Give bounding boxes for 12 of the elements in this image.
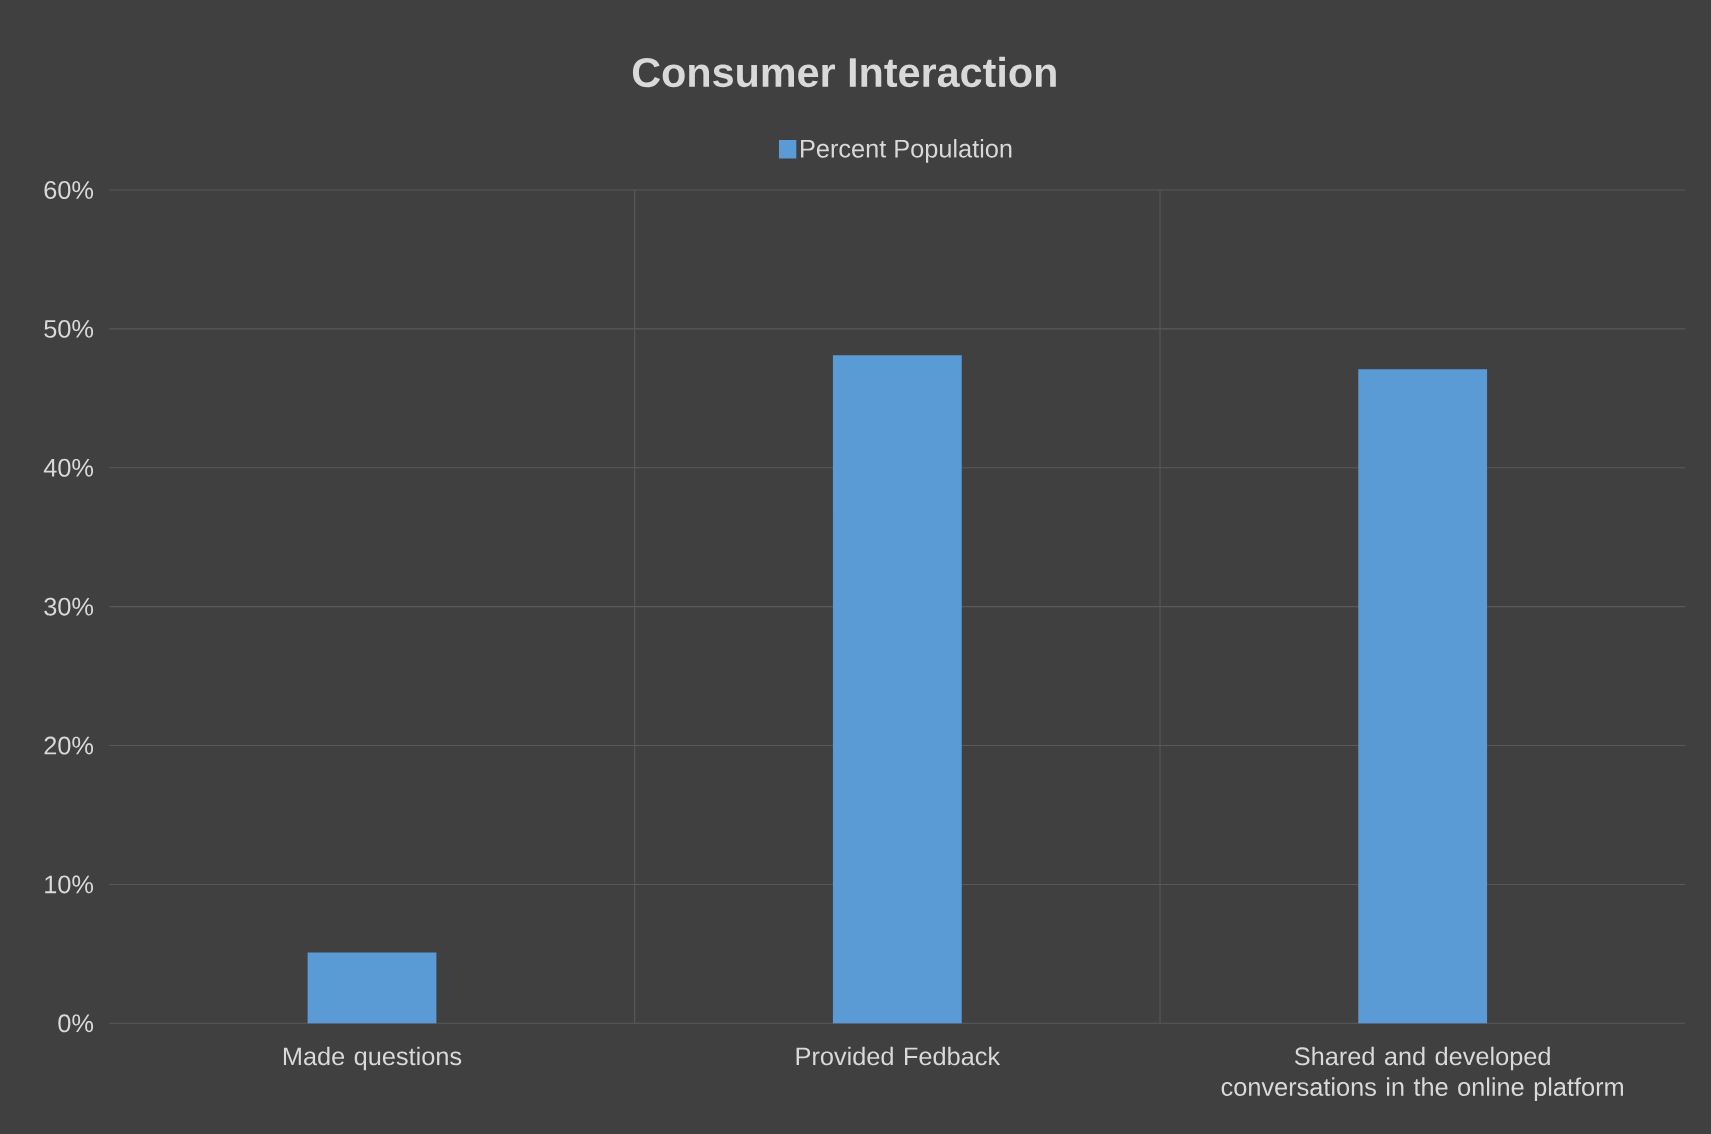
y-tick-label: 20%: [44, 736, 94, 755]
y-tick-label: 10%: [45, 875, 94, 894]
x-tick-label: Provided Fedback: [796, 1046, 1001, 1066]
y-tick-label: 0%: [58, 1014, 94, 1033]
chart-title: Consumer Interaction: [632, 56, 1056, 88]
y-tick-label: 30%: [44, 597, 94, 616]
y-tick-label: 50%: [44, 319, 94, 338]
x-tick-label: Shared and developed conversations in the online platform: [1221, 1046, 1623, 1101]
y-tick-label: 40%: [43, 458, 94, 477]
x-tick-label: Made questions: [283, 1046, 462, 1071]
y-tick-label: 60%: [44, 181, 94, 199]
legend-label: Percent Population: [801, 139, 1012, 163]
